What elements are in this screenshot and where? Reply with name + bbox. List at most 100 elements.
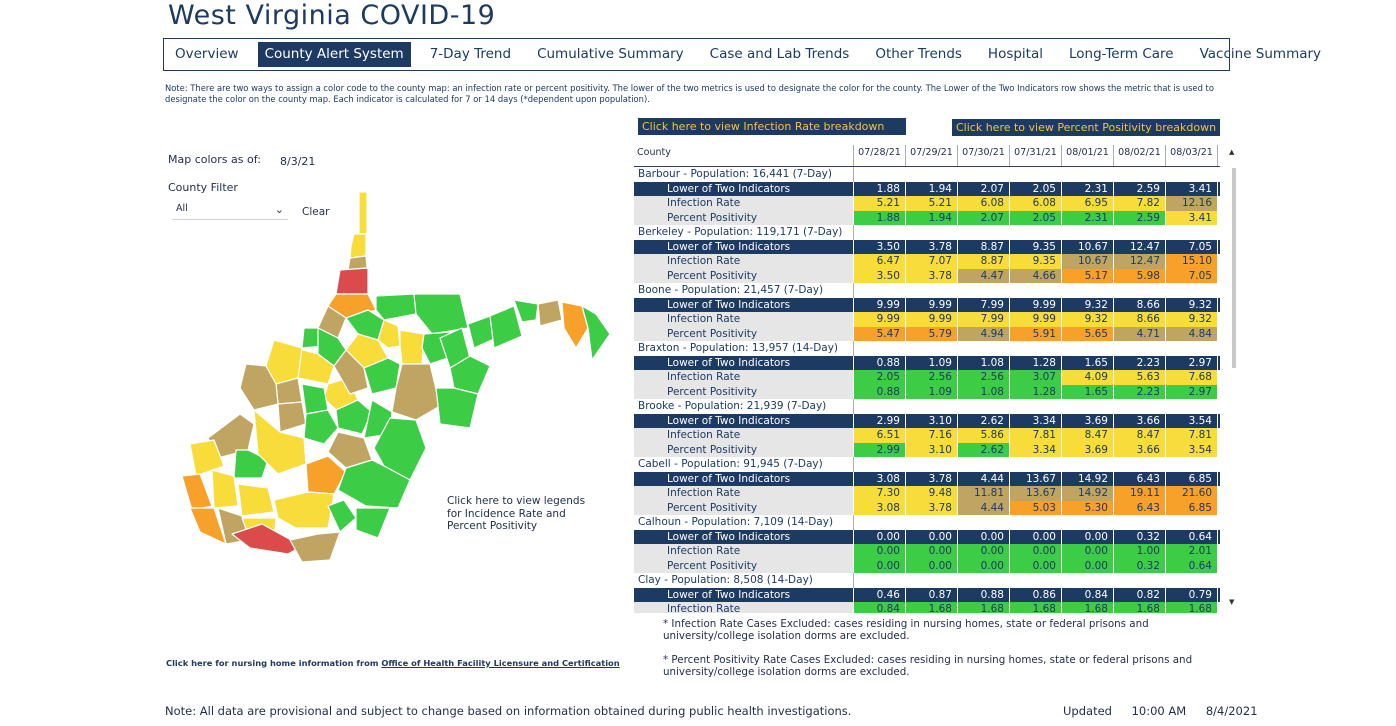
map-county-greenbrier[interactable]: [337, 459, 411, 509]
map-county-barbour[interactable]: [399, 329, 425, 365]
clear-filter-button[interactable]: Clear: [302, 206, 330, 218]
column-header-date[interactable]: 08/03/21: [1166, 145, 1218, 166]
value-cell: 12.47: [1114, 239, 1166, 254]
percent-positivity-breakdown-button[interactable]: Click here to view Percent Positivity br…: [952, 119, 1220, 136]
value-cell: 2.62: [958, 413, 1010, 428]
map-county-pendleton[interactable]: [435, 387, 479, 429]
value-cell: 0.00: [854, 529, 906, 544]
map-county-wayne[interactable]: [181, 473, 213, 511]
map-county-mercer[interactable]: [289, 531, 341, 563]
map-county-mingo[interactable]: [189, 507, 227, 545]
map-county-taylor[interactable]: [377, 319, 401, 349]
value-cell: 5.63: [1114, 370, 1166, 385]
value-cell: 3.10: [906, 442, 958, 457]
column-header-date[interactable]: 07/31/21: [1010, 145, 1062, 166]
column-header-date[interactable]: 08/01/21: [1062, 145, 1114, 166]
value-cell: 2.05: [1010, 181, 1062, 196]
column-header-date[interactable]: 08/02/21: [1114, 145, 1166, 166]
table-scrollbar[interactable]: ▲ ▼: [1229, 148, 1239, 606]
county-group-row: Barbour - Population: 16,441 (7-Day): [634, 167, 1220, 182]
value-cell: 11.81: [958, 486, 1010, 501]
map-county-hampshire[interactable]: [489, 305, 523, 349]
scroll-up-icon[interactable]: ▲: [1229, 148, 1235, 156]
map-county-marshall[interactable]: [335, 267, 369, 295]
value-cell: 6.51: [854, 428, 906, 443]
chevron-down-icon: ⌄: [274, 203, 284, 216]
map-county-jefferson[interactable]: [561, 301, 589, 349]
county-map[interactable]: [178, 188, 614, 580]
infection-rate-breakdown-button[interactable]: Click here to view Infection Rate breakd…: [638, 118, 906, 135]
column-header-county[interactable]: County: [634, 145, 854, 166]
tab-overview[interactable]: Overview: [175, 46, 239, 62]
row-label: Lower of Two Indicators: [634, 529, 854, 544]
map-county-hardy[interactable]: [449, 355, 491, 395]
map-county-morgan[interactable]: [513, 299, 539, 323]
tab-case-and-lab-trends[interactable]: Case and Lab Trends: [709, 46, 850, 62]
value-cell: 5.79: [906, 326, 958, 341]
tab-vaccine-summary[interactable]: Vaccine Summary: [1199, 46, 1322, 62]
lower-indicator-row: Lower of Two Indicators 9.99 9.99 7.99 9.99 9…: [634, 297, 1220, 312]
value-cell: 19.11: [1114, 486, 1166, 501]
value-cell: 9.32: [1062, 297, 1114, 312]
map-county-clay[interactable]: [303, 409, 339, 445]
value-cell: 3.34: [1010, 442, 1062, 457]
map-county-monroe[interactable]: [355, 507, 391, 539]
ohflac-link[interactable]: Office of Health Facility Licensure and …: [381, 658, 620, 668]
value-cell: 3.69: [1062, 413, 1114, 428]
value-cell: 5.21: [906, 196, 958, 211]
value-cell: 4.47: [958, 268, 1010, 283]
county-filter-dropdown[interactable]: All ⌄: [172, 201, 288, 220]
tab-long-term-care[interactable]: Long-Term Care: [1069, 46, 1174, 62]
value-cell: 0.00: [854, 544, 906, 559]
value-cell: 12.47: [1114, 254, 1166, 269]
value-cell: 1.68: [958, 602, 1010, 613]
map-county-jefferson-east[interactable]: [581, 305, 611, 361]
metric-row: Percent Positivity 3.50 3.78 4.47 4.66 5.17 5.…: [634, 268, 1220, 283]
value-cell: 0.88: [854, 384, 906, 399]
value-cell: 2.23: [1114, 384, 1166, 399]
value-cell: 2.31: [1062, 181, 1114, 196]
map-county-preston[interactable]: [413, 293, 469, 335]
column-header-date[interactable]: 07/28/21: [854, 145, 906, 166]
tab-other-trends[interactable]: Other Trends: [875, 46, 962, 62]
map-county-boone[interactable]: [237, 483, 275, 517]
tab-county-alert-system[interactable]: County Alert System: [257, 42, 411, 67]
map-county-upshur[interactable]: [363, 357, 401, 395]
column-header-date[interactable]: 07/30/21: [958, 145, 1010, 166]
map-county-berkeley[interactable]: [537, 299, 563, 327]
value-cell: 0.00: [1010, 529, 1062, 544]
map-county-monongalia[interactable]: [375, 293, 417, 321]
value-cell: 4.71: [1114, 326, 1166, 341]
value-cell: 0.00: [958, 529, 1010, 544]
value-cell: 10.67: [1062, 239, 1114, 254]
scroll-thumb[interactable]: [1232, 168, 1236, 368]
map-county-lewis[interactable]: [333, 349, 369, 395]
metric-row: Percent Positivity 1.88 1.94 2.07 2.05 2.31 2.…: [634, 210, 1220, 225]
value-cell: 0.84: [854, 602, 906, 613]
value-cell: 10.67: [1062, 254, 1114, 269]
value-cell: 6.43: [1114, 471, 1166, 486]
tab-cumulative-summary[interactable]: Cumulative Summary: [537, 46, 684, 62]
column-header-date[interactable]: 07/29/21: [906, 145, 958, 166]
table-body: Barbour - Population: 16,441 (7-Day) Lowe…: [634, 167, 1220, 613]
row-label: Lower of Two Indicators: [634, 587, 854, 602]
tab-hospital[interactable]: Hospital: [987, 46, 1044, 62]
map-county-calhoun[interactable]: [301, 383, 329, 415]
map-county-raleigh[interactable]: [273, 491, 335, 529]
map-county-putnam[interactable]: [233, 449, 269, 479]
metric-row: Infection Rate 6.51 7.16 5.86 7.81 8.47 8.47 7.…: [634, 428, 1220, 443]
map-county-hancock[interactable]: [358, 191, 368, 235]
map-county-roane[interactable]: [277, 401, 307, 433]
scroll-down-icon[interactable]: ▼: [1229, 598, 1235, 606]
map-county-cabell[interactable]: [189, 439, 225, 477]
map-county-summers[interactable]: [327, 499, 357, 533]
page-title: West Virginia COVID-19: [168, 0, 496, 31]
value-cell: 9.32: [1166, 297, 1218, 312]
tab-7-day-trend[interactable]: 7-Day Trend: [429, 46, 512, 62]
map-county-brooke[interactable]: [349, 233, 367, 259]
row-label: Infection Rate: [634, 312, 854, 327]
value-cell: 7.05: [1166, 239, 1218, 254]
county-name: Clay - Population: 8,508 (14-Day): [634, 573, 854, 588]
map-county-lincoln[interactable]: [211, 469, 239, 509]
legend-link[interactable]: Click here to view legends for Incidence…: [447, 495, 586, 532]
